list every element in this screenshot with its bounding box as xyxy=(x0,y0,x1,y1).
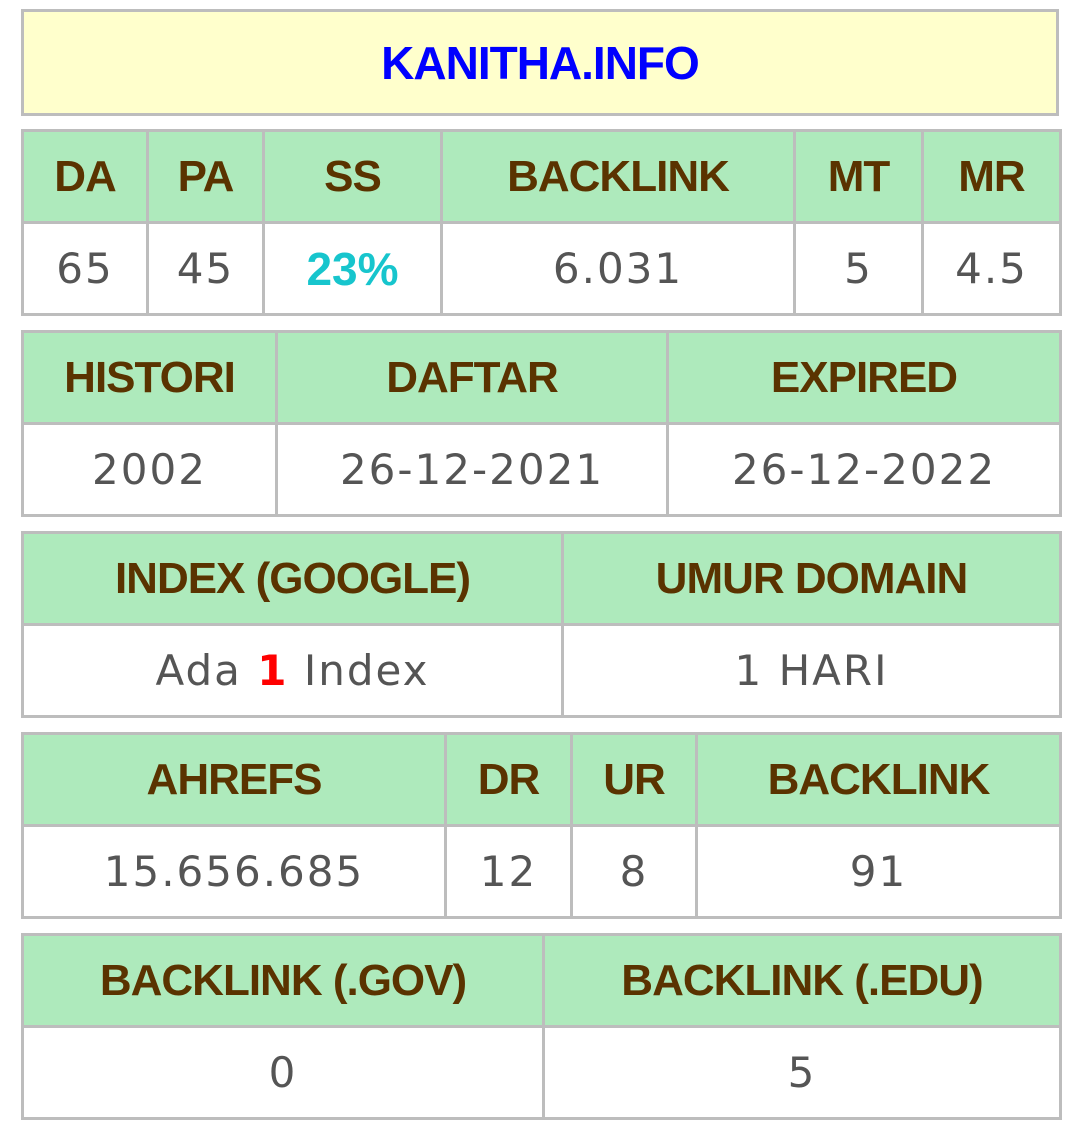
value-umur-domain: 1 HARI xyxy=(561,623,1062,718)
index-header-row: INDEX (GOOGLE) UMUR DOMAIN xyxy=(21,531,1062,626)
header-expired: EXPIRED xyxy=(666,330,1062,425)
header-backlink-edu: BACKLINK (.EDU) xyxy=(542,933,1062,1028)
domain-title: KANITHA.INFO xyxy=(381,36,700,89)
header-ss: SS xyxy=(262,129,443,224)
ahrefs-header-row: AHREFS DR UR BACKLINK xyxy=(21,732,1062,827)
value-backlink: 6.031 xyxy=(440,221,796,316)
value-dr: 12 xyxy=(444,824,573,919)
header-umur-domain: UMUR DOMAIN xyxy=(561,531,1062,626)
value-pa: 45 xyxy=(146,221,265,316)
ahrefs-table: AHREFS DR UR BACKLINK 15.656.685 12 8 91 xyxy=(21,732,1062,919)
header-ur: UR xyxy=(570,732,698,827)
special-backlinks-header-row: BACKLINK (.GOV) BACKLINK (.EDU) xyxy=(21,933,1062,1028)
special-backlinks-table: BACKLINK (.GOV) BACKLINK (.EDU) 0 5 xyxy=(21,933,1062,1120)
dates-header-row: HISTORI DAFTAR EXPIRED xyxy=(21,330,1062,425)
dates-value-row: 2002 26-12-2021 26-12-2022 xyxy=(21,422,1062,517)
header-da: DA xyxy=(21,129,149,224)
index-count: 1 xyxy=(257,646,289,695)
header-backlink-gov: BACKLINK (.GOV) xyxy=(21,933,545,1028)
header-histori: HISTORI xyxy=(21,330,278,425)
header-mr: MR xyxy=(921,129,1062,224)
value-ahrefs: 15.656.685 xyxy=(21,824,447,919)
value-expired: 26-12-2022 xyxy=(666,422,1062,517)
value-daftar: 26-12-2021 xyxy=(275,422,669,517)
header-dr: DR xyxy=(444,732,573,827)
header-pa: PA xyxy=(146,129,265,224)
value-ur: 8 xyxy=(570,824,698,919)
header-mt: MT xyxy=(793,129,924,224)
index-prefix: Ada xyxy=(155,646,242,695)
value-backlink-gov: 0 xyxy=(21,1025,545,1120)
metrics-table: DA PA SS BACKLINK MT MR 65 45 23% 6.031 … xyxy=(21,129,1062,316)
value-index-google: Ada 1 Index xyxy=(21,623,564,718)
header-ahrefs-backlink: BACKLINK xyxy=(695,732,1062,827)
index-suffix: Index xyxy=(303,646,430,695)
header-backlink: BACKLINK xyxy=(440,129,796,224)
value-histori: 2002 xyxy=(21,422,278,517)
index-value-row: Ada 1 Index 1 HARI xyxy=(21,623,1062,718)
header-daftar: DAFTAR xyxy=(275,330,669,425)
dates-table: HISTORI DAFTAR EXPIRED 2002 26-12-2021 2… xyxy=(21,330,1062,517)
metrics-header-row: DA PA SS BACKLINK MT MR xyxy=(21,129,1062,224)
value-mt: 5 xyxy=(793,221,924,316)
value-ss: 23% xyxy=(262,221,443,316)
value-mr: 4.5 xyxy=(921,221,1062,316)
header-index-google: INDEX (GOOGLE) xyxy=(21,531,564,626)
domain-title-box: KANITHA.INFO xyxy=(21,9,1059,116)
metrics-value-row: 65 45 23% 6.031 5 4.5 xyxy=(21,221,1062,316)
header-ahrefs: AHREFS xyxy=(21,732,447,827)
value-da: 65 xyxy=(21,221,149,316)
special-backlinks-value-row: 0 5 xyxy=(21,1025,1062,1120)
ahrefs-value-row: 15.656.685 12 8 91 xyxy=(21,824,1062,919)
value-ahrefs-backlink: 91 xyxy=(695,824,1062,919)
index-table: INDEX (GOOGLE) UMUR DOMAIN Ada 1 Index 1… xyxy=(21,531,1062,718)
value-backlink-edu: 5 xyxy=(542,1025,1062,1120)
